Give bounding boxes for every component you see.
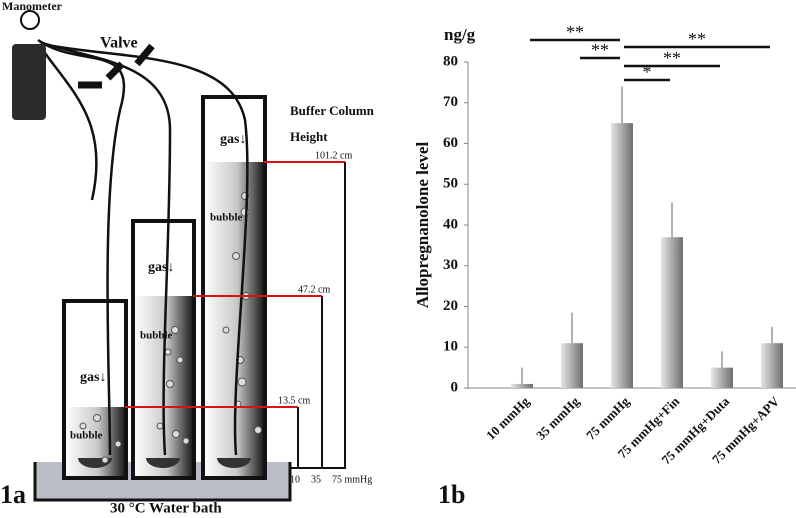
- label: 13.5 cm: [278, 395, 310, 406]
- manometer-cylinder: [12, 44, 46, 120]
- bar: [761, 343, 783, 388]
- label: 35: [311, 474, 321, 485]
- y-axis-label: Allopregnanolone level: [413, 142, 432, 309]
- significance-label: **: [566, 22, 584, 42]
- significance-label: **: [663, 48, 681, 68]
- label: Manometer: [2, 0, 63, 13]
- label: gas↓: [148, 260, 174, 275]
- y-tick-label: 30: [443, 257, 458, 273]
- label: gas↓: [220, 132, 246, 147]
- y-unit: ng/g: [444, 25, 476, 44]
- x-tick-label: 75 mmHg: [583, 393, 633, 443]
- label: bubble: [70, 430, 103, 442]
- significance-label: **: [688, 29, 706, 49]
- manometer-gauge: [20, 10, 40, 30]
- bubbles: [79, 192, 262, 464]
- y-tick-label: 40: [443, 216, 458, 232]
- tubes: [37, 38, 249, 456]
- panel-label: 1b: [438, 480, 465, 509]
- label: 10: [290, 474, 300, 485]
- label: 30 °C Water bath: [110, 500, 222, 516]
- bar: [711, 367, 733, 388]
- label: 47.2 cm: [298, 284, 330, 295]
- label: Valve: [100, 35, 138, 52]
- apparatus-diagram: Manometer Valve Buffer Column Height gas…: [0, 0, 465, 516]
- y-tick-label: 10: [443, 339, 458, 355]
- x-tick-label: 35 mmHg: [533, 393, 583, 443]
- x-tick-label: 10 mmHg: [483, 393, 533, 443]
- valves: [78, 43, 155, 89]
- label: bubble: [210, 212, 243, 224]
- y-tick-label: 20: [443, 298, 458, 314]
- y-tick-label: 50: [443, 176, 458, 192]
- panel-label: 1a: [0, 480, 26, 509]
- label: Height: [290, 129, 328, 144]
- significance-label: *: [643, 62, 652, 82]
- bar: [561, 343, 583, 388]
- y-tick-label: 80: [443, 53, 458, 69]
- label: Buffer Column: [290, 103, 375, 118]
- height-columns: [290, 162, 346, 469]
- bar: [511, 383, 533, 388]
- y-tick-label: 70: [443, 94, 458, 110]
- label: bubble: [140, 330, 173, 342]
- column: [131, 219, 196, 480]
- y-tick-label: 60: [443, 135, 458, 151]
- level-lines: [125, 161, 345, 408]
- bar: [611, 123, 633, 388]
- bar: [661, 237, 683, 388]
- column: [62, 299, 128, 480]
- label: 75 mmHg: [332, 474, 372, 485]
- label: 101.2 cm: [315, 150, 352, 161]
- significance-label: **: [591, 40, 609, 60]
- label: gas↓: [80, 370, 106, 385]
- y-tick-label: 0: [451, 379, 459, 395]
